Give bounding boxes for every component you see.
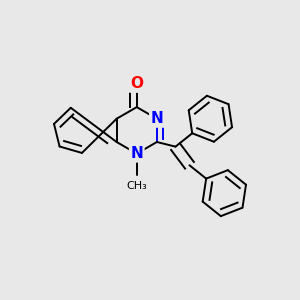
Text: CH₃: CH₃ (126, 181, 147, 190)
Text: N: N (130, 146, 143, 161)
Text: O: O (130, 76, 143, 92)
Text: N: N (151, 111, 163, 126)
